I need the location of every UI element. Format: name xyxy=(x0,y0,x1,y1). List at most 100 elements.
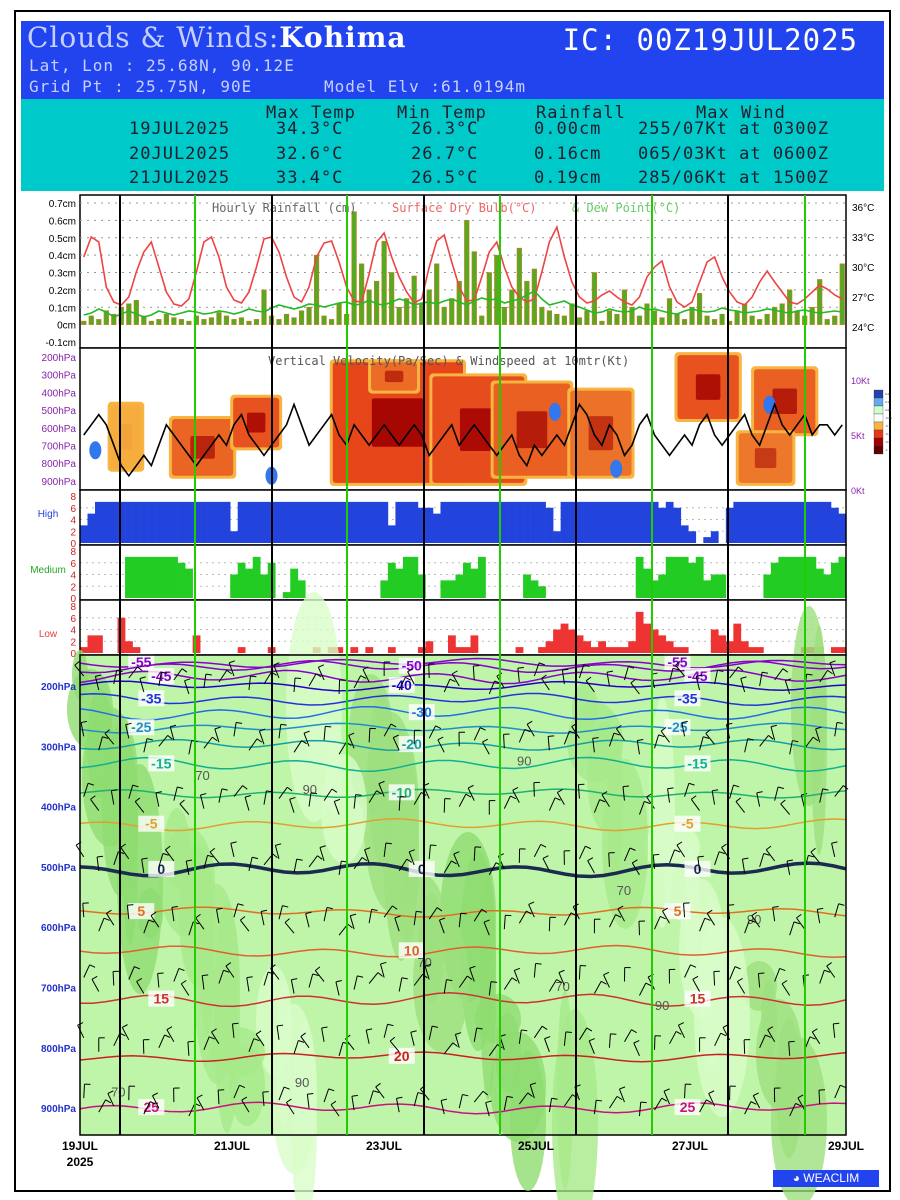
wind-barb xyxy=(306,1094,310,1109)
isotherm-label: -15 xyxy=(151,755,171,771)
wind-barb-feather xyxy=(506,1095,513,1098)
wind-barb-feather xyxy=(490,981,498,983)
wind-barb-feather xyxy=(691,795,697,800)
rain-bar xyxy=(516,247,522,325)
wind-barb-feather xyxy=(366,1028,373,1031)
vv-colorbar-swatch xyxy=(873,413,884,423)
wind-barb-feather xyxy=(132,784,139,788)
wind-barb xyxy=(563,731,570,745)
cloud-bar-medium xyxy=(635,556,644,598)
rain-bar xyxy=(186,320,192,325)
wind-barb-feather xyxy=(662,907,668,912)
wind-barb xyxy=(810,851,821,864)
wind-barb xyxy=(751,915,761,928)
wind-barb xyxy=(241,1099,250,1113)
wind-barb xyxy=(263,671,272,685)
wind-barb-feather xyxy=(692,975,699,980)
wind-barb xyxy=(443,679,451,693)
cloud-bar-high xyxy=(102,501,111,543)
wind-barb xyxy=(804,736,814,749)
rain-bar xyxy=(201,319,207,325)
cloud-bar-high xyxy=(192,501,201,543)
wind-barb xyxy=(303,733,310,747)
x-tick-label: 27JUL xyxy=(672,1139,708,1153)
wind-barb xyxy=(335,981,340,996)
wind-barb xyxy=(239,919,250,932)
wind-barb xyxy=(623,666,629,681)
cloud-bar-low xyxy=(575,635,584,653)
wind-barb-feather xyxy=(772,906,779,908)
cloud-bar-medium xyxy=(770,562,779,598)
rain-bar xyxy=(704,315,710,325)
cloud-y-tick: 4 xyxy=(70,516,76,527)
wind-barb-feather xyxy=(262,1091,269,1093)
wind-barb xyxy=(152,1095,160,1109)
wind-barb xyxy=(105,913,115,926)
wind-barb-feather xyxy=(141,857,148,860)
rh-label: 90 xyxy=(517,753,531,768)
wind-barb-feather xyxy=(763,853,770,856)
wind-barb xyxy=(608,1033,611,1048)
cloud-bar-high xyxy=(703,537,712,543)
rain-bar xyxy=(636,315,643,325)
cloud-bar-medium xyxy=(710,574,719,598)
wind-barb xyxy=(467,787,475,801)
wind-barb xyxy=(624,1029,632,1043)
wind-barb-feather xyxy=(526,720,533,725)
wind-barb xyxy=(173,786,178,801)
wind-barb-feather xyxy=(603,971,610,976)
wind-barb xyxy=(201,975,205,990)
isotherm-label: 5 xyxy=(674,903,682,919)
wind-barb xyxy=(218,788,223,803)
upper-air-frame xyxy=(79,654,847,1136)
wind-barb xyxy=(308,855,318,868)
wind-barb-feather xyxy=(211,1028,217,1033)
rain-y-tick: 0.7cm xyxy=(49,199,76,210)
cloud-bar-low xyxy=(568,629,576,653)
isotherm-label: -25 xyxy=(131,719,151,735)
wind-barb-feather xyxy=(542,855,549,859)
wind-barb xyxy=(774,968,781,982)
wind-barb xyxy=(248,676,251,691)
cloud-bar-high xyxy=(463,501,471,543)
wind-barb xyxy=(729,666,739,679)
wind-barb-feather xyxy=(676,841,683,846)
wind-barb xyxy=(383,905,393,918)
wind-barb xyxy=(616,728,625,741)
wind-barb xyxy=(323,907,328,922)
wind-barb xyxy=(815,728,821,743)
header-bar: Clouds & Winds:Kohima IC: 00Z19JUL2025 L… xyxy=(21,21,884,99)
wind-barb-feather xyxy=(749,919,756,923)
wind-barb-feather xyxy=(728,904,735,906)
wind-barb xyxy=(203,736,213,749)
wind-barb-feather xyxy=(645,982,652,987)
rh-label: 70 xyxy=(617,883,631,898)
vv-ascent-max xyxy=(516,411,548,449)
rain-bar xyxy=(231,319,237,325)
vv-colorbar-tick: 0.1 xyxy=(885,400,890,404)
wind-barb xyxy=(592,738,595,753)
wind-barb-feather xyxy=(616,1095,623,1101)
wind-barb-feather xyxy=(681,720,688,724)
isotherm-line xyxy=(79,692,847,706)
cloud-bar-medium xyxy=(785,556,794,598)
cloud-bar-medium xyxy=(815,568,824,598)
rain-bar xyxy=(787,289,793,325)
wind-barb xyxy=(278,724,282,739)
cloud-bar-high xyxy=(147,501,156,543)
wind-barb-feather xyxy=(161,671,168,674)
rain-bar xyxy=(306,306,312,325)
wind-barb-feather xyxy=(223,969,230,973)
wind-barb-feather xyxy=(155,791,162,794)
wind-barb xyxy=(214,728,220,743)
wind-barb xyxy=(603,974,610,988)
cloud-bar-high xyxy=(470,501,479,543)
cloud-bar-medium xyxy=(155,556,163,598)
isotherm-line xyxy=(79,944,847,958)
wind-barb-feather xyxy=(629,847,636,851)
wind-barb xyxy=(380,963,385,978)
wind-barb xyxy=(458,794,467,807)
wind-barb-feather xyxy=(660,727,667,732)
wind-barb xyxy=(323,788,333,801)
isotherm-label: -10 xyxy=(392,784,412,800)
